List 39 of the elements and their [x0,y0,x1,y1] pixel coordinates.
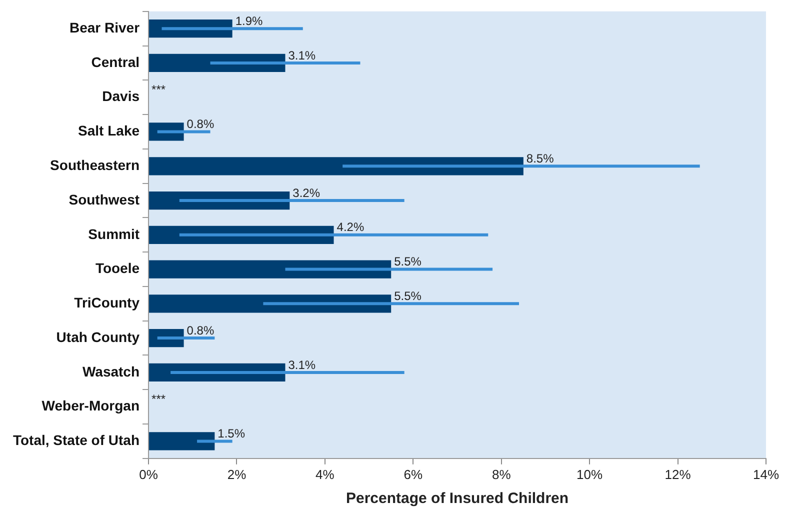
text: *** [152,82,166,97]
x-tick-label: 12% [664,466,692,482]
x-tick-label: 4% [316,466,335,482]
data-label: 4.2% [336,220,364,234]
bar [149,432,215,450]
y-tick-label: Davis [102,88,140,104]
data-label: 8.5% [526,151,554,166]
y-tick-label: Weber-Morgan [42,398,140,414]
x-tick-label: 14% [752,466,780,482]
x-tick-label: 6% [404,466,423,482]
y-tick-label: Southwest [68,191,140,208]
y-tick-label: Utah County [56,328,140,345]
y-tick-label: Bear River [69,19,140,36]
data-label: 5.5% [394,288,422,303]
y-tick-label: Southeastern [50,156,140,173]
data-label: 0.8% [186,323,214,338]
y-tick-label: Wasatch [82,363,140,380]
y-tick-label: Total, State of Utah [12,432,140,448]
data-label: 3.1% [288,358,316,372]
data-label: 1.5% [218,426,246,441]
bar [149,294,392,313]
x-tick-label: 10% [576,466,604,482]
y-tick-label: Central [91,54,140,70]
data-label: 3.1% [288,48,316,62]
y-tick-label: Summit [88,226,140,242]
y-tick-label: Salt Lake [78,122,140,139]
text: *** [152,392,166,406]
x-tick-label: 2% [227,466,247,482]
x-tick-label: 0% [139,466,158,482]
bar [149,157,524,176]
bar [149,260,392,278]
y-tick-label: Tooele [95,260,140,276]
y-tick-label: TriCounty [74,294,140,311]
data-label: 3.2% [292,186,320,200]
data-label: 1.9% [235,14,263,28]
x-tick-label: 8% [492,466,512,482]
data-label: 0.8% [186,117,214,132]
x-axis-title: Percentage of Insured Children [346,490,569,508]
data-label: 5.5% [394,254,422,269]
